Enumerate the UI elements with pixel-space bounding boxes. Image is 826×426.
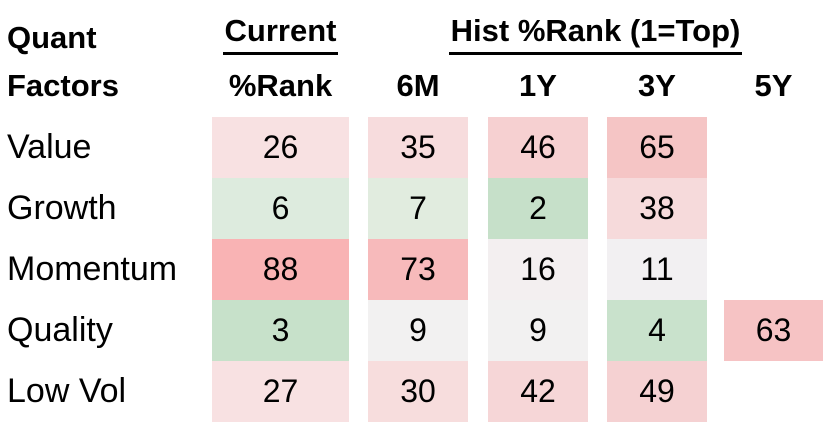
heatmap-cell: 88 <box>212 239 349 300</box>
heatmap-cell: 49 <box>607 361 707 422</box>
table-row-growth: Growth 6 7 2 38 <box>0 178 826 239</box>
heatmap-cell-empty <box>724 178 823 239</box>
heatmap-cell: 9 <box>368 300 468 361</box>
heatmap-cell: 63 <box>724 300 823 361</box>
heatmap-cell-empty <box>724 361 823 422</box>
heatmap-cell: 11 <box>607 239 707 300</box>
heatmap-cell: 42 <box>488 361 588 422</box>
table-row-value: Value 26 35 46 65 <box>0 117 826 178</box>
table-row-momentum: Momentum 88 73 16 11 <box>0 239 826 300</box>
heatmap-cell: 30 <box>368 361 468 422</box>
table-row-quality: Quality 3 9 9 4 63 <box>0 300 826 361</box>
heatmap-cell: 3 <box>212 300 349 361</box>
column-header-3y: 3Y <box>638 68 676 103</box>
row-label-growth: Growth <box>7 189 117 227</box>
column-header-rank: %Rank <box>228 68 333 103</box>
corner-header-line2: Factors <box>7 68 119 103</box>
row-label-low-vol: Low Vol <box>7 372 127 410</box>
heatmap-cell: 26 <box>212 117 349 178</box>
corner-header-line1: Quant <box>7 20 97 55</box>
heatmap-cell: 7 <box>368 178 468 239</box>
heatmap-cell-empty <box>724 117 823 178</box>
heatmap-cell-empty <box>724 239 823 300</box>
column-header-5y: 5Y <box>754 68 793 103</box>
group-header-current: Current <box>212 13 349 57</box>
row-label-momentum: Momentum <box>7 250 178 288</box>
row-label-quality: Quality <box>7 311 113 349</box>
column-header-6m: 6M <box>396 68 440 103</box>
heatmap-cell: 46 <box>488 117 588 178</box>
group-header-hist-label: Hist %Rank (1=Top) <box>448 13 743 55</box>
group-header-hist: Hist %Rank (1=Top) <box>368 13 823 57</box>
heatmap-cell: 38 <box>607 178 707 239</box>
heatmap-cell: 65 <box>607 117 707 178</box>
row-label-value: Value <box>7 128 92 166</box>
heatmap-cell: 27 <box>212 361 349 422</box>
heatmap-cell: 6 <box>212 178 349 239</box>
column-header-1y: 1Y <box>519 68 557 103</box>
heatmap-cell: 35 <box>368 117 468 178</box>
heatmap-cell: 16 <box>488 239 588 300</box>
heatmap-cell: 2 <box>488 178 588 239</box>
heatmap-cell: 73 <box>368 239 468 300</box>
heatmap-cell: 4 <box>607 300 707 361</box>
group-header-current-label: Current <box>222 13 339 55</box>
table-row-low-vol: Low Vol 27 30 42 49 <box>0 361 826 422</box>
heatmap-cell: 9 <box>488 300 588 361</box>
